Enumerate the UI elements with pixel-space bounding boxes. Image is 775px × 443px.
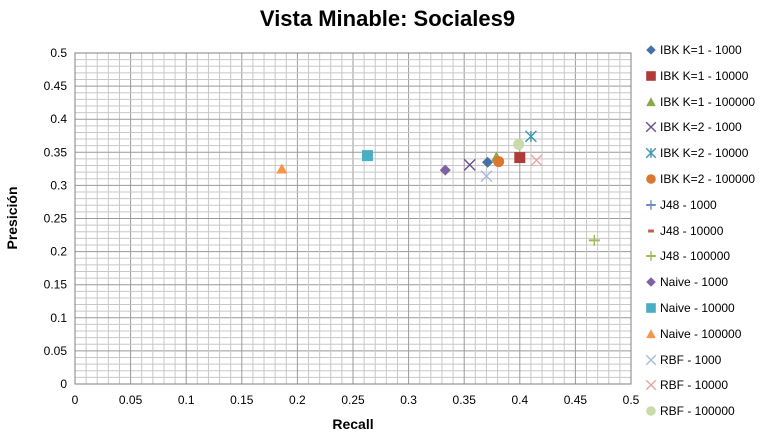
y-tick-label: 0.35 (44, 145, 68, 159)
legend-label: RBF - 10000 (660, 378, 729, 393)
y-tick-label: 0.15 (44, 278, 68, 292)
x-tick-label: 0.2 (289, 393, 306, 407)
plot-border (74, 52, 632, 385)
legend-marker-icon (646, 45, 656, 55)
legend-label: RBF - 1000 (660, 352, 722, 367)
x-tick-label: 0.3 (400, 393, 417, 407)
legend-label: Naive - 100000 (660, 326, 742, 341)
legend-label: RBF - 100000 (660, 404, 735, 419)
legend-marker-icon (645, 147, 657, 159)
x-tick-label: 0.25 (341, 393, 365, 407)
legend-marker-icon (646, 328, 656, 338)
legend-label: J48 - 100000 (660, 249, 731, 264)
legend-label: IBK K=2 - 1000 (660, 120, 742, 135)
data-point (439, 164, 451, 176)
y-tick-label: 0 (60, 377, 67, 391)
legend-label: IBK K=1 - 100000 (660, 94, 756, 109)
x-tick-label: 0 (72, 393, 79, 407)
legend-marker-icon (648, 229, 654, 233)
legend-item: J48 - 10000 (645, 221, 723, 241)
legend-marker-icon (645, 354, 657, 365)
legend-label: IBK K=1 - 1000 (660, 43, 742, 57)
legend-marker-icon (646, 303, 656, 313)
legend-item: IBK K=1 - 100000 (645, 92, 755, 112)
legend-label: IBK K=1 - 10000 (660, 68, 749, 83)
data-point (463, 158, 476, 171)
y-tick-label: 0.25 (44, 212, 68, 226)
x-tick-label: 0.15 (230, 393, 254, 407)
legend-marker-icon (646, 174, 656, 184)
legend-item: Naive - 10000 (645, 298, 735, 318)
x-axis-label: Recall (332, 416, 374, 432)
data-point (493, 156, 505, 168)
legend-label: Naive - 1000 (660, 275, 729, 290)
data-point (480, 170, 493, 183)
legend-item: J48 - 1000 (645, 195, 717, 215)
legend-item: RBF - 10000 (645, 375, 728, 395)
y-tick-label: 0.3 (50, 178, 67, 192)
data-point (514, 152, 526, 164)
legend-item: Naive - 1000 (645, 272, 728, 292)
legend-item: J48 - 100000 (645, 246, 730, 266)
legend-marker-icon (646, 96, 656, 106)
legend-marker-icon (646, 70, 656, 81)
y-tick-label: 0.2 (50, 245, 67, 259)
legend-item: RBF - 1000 (645, 350, 721, 370)
x-tick-label: 0.05 (119, 393, 143, 407)
y-tick-label: 0.5 (50, 46, 67, 60)
legend-label: J48 - 10000 (660, 223, 724, 238)
data-point (524, 130, 537, 143)
legend-item: IBK K=1 - 10000 (645, 66, 748, 86)
legend-item: Naive - 100000 (645, 324, 741, 344)
legend-item: RBF - 100000 (645, 401, 735, 421)
y-tick-label: 0.1 (50, 311, 67, 325)
legend-label: IBK K=2 - 100000 (660, 172, 756, 186)
legend-item: IBK K=1 - 1000 (645, 40, 742, 60)
legend-label: J48 - 1000 (660, 197, 717, 212)
legend-item: IBK K=2 - 100000 (645, 169, 755, 189)
legend-marker-icon (646, 406, 656, 416)
gridlines (74, 52, 632, 385)
chart-title: Vista Minable: Sociales9 (259, 6, 516, 31)
legend-marker-icon (645, 380, 657, 391)
y-tick-label: 0.05 (44, 344, 68, 358)
legend-label: IBK K=2 - 10000 (660, 146, 749, 161)
data-point (588, 234, 600, 246)
data-point (276, 163, 288, 174)
legend-marker-icon (645, 122, 657, 133)
data-point (530, 154, 543, 167)
x-tick-label: 0.45 (564, 393, 588, 407)
data-point (513, 138, 525, 150)
x-tick-label: 0.35 (453, 393, 477, 407)
y-tick-label: 0.45 (44, 79, 68, 93)
data-point (482, 156, 494, 168)
x-tick-label: 0.4 (511, 393, 528, 407)
legend-item: IBK K=2 - 10000 (645, 143, 748, 163)
y-tick-label: 0.4 (50, 112, 67, 126)
legend-item: IBK K=2 - 1000 (645, 117, 742, 137)
legend-label: Naive - 10000 (660, 301, 735, 315)
x-tick-label: 0.1 (178, 393, 195, 407)
legend-marker-icon (646, 251, 656, 262)
legend-marker-icon (646, 277, 656, 287)
data-point (361, 150, 373, 162)
x-tick-label: 0.5 (623, 393, 640, 407)
y-axis-label: Presición (4, 186, 20, 250)
legend-marker-icon (646, 199, 656, 210)
data-points (276, 130, 600, 246)
